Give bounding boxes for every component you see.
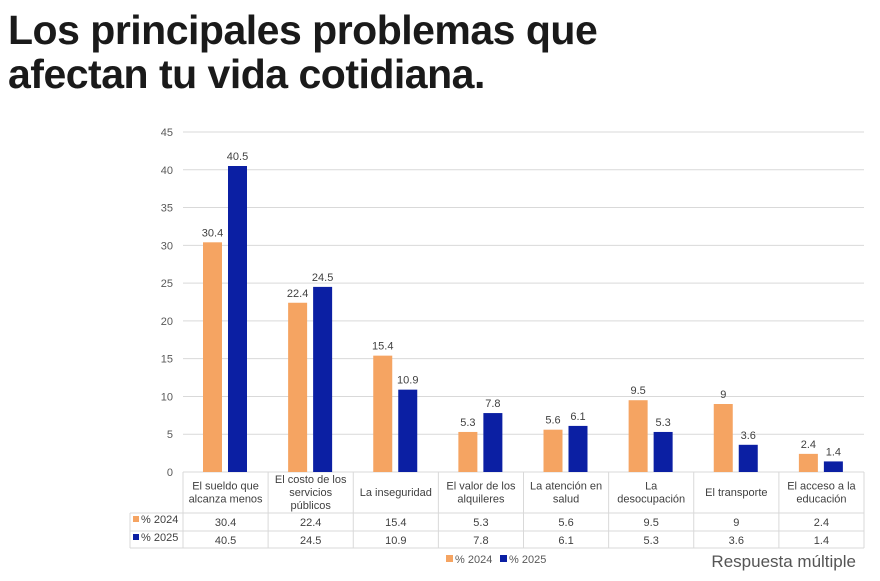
title-line-1: Los principales problemas que — [8, 7, 598, 53]
bar-2024 — [458, 431, 478, 472]
table-cell: 30.4 — [215, 517, 236, 529]
y-tick-label: 10 — [161, 391, 173, 403]
bar-2024 — [628, 400, 648, 472]
data-label: 6.1 — [570, 411, 585, 423]
table-cell: 9.5 — [644, 517, 659, 529]
table-cell: 2.4 — [814, 517, 829, 529]
table-cell: 24.5 — [300, 535, 321, 547]
bar-2024 — [713, 404, 733, 472]
table-cell: 6.1 — [558, 535, 573, 547]
data-label: 22.4 — [287, 288, 308, 300]
legend-key — [500, 555, 507, 562]
data-label: 10.9 — [397, 375, 418, 387]
data-label: 9.5 — [630, 385, 645, 397]
data-label: 9 — [720, 389, 726, 401]
bar-2025 — [823, 461, 843, 472]
table-cell: 7.8 — [473, 535, 488, 547]
table-series-label: % 2024 — [141, 514, 178, 526]
table-legend-key — [133, 516, 139, 522]
data-label: 40.5 — [227, 151, 248, 163]
y-tick-label: 25 — [161, 278, 173, 290]
bar-2025 — [313, 286, 333, 472]
note: Respuesta múltiple — [711, 552, 856, 571]
legend-label: % 2024 — [455, 554, 492, 566]
page-title: Los principales problemas que afectan tu… — [8, 7, 598, 97]
title-line-2: afectan tu vida cotidiana. — [8, 51, 485, 97]
category-label: La atención en — [530, 481, 602, 493]
table-cell: 5.3 — [644, 535, 659, 547]
bar-2025 — [653, 431, 673, 472]
table-cell: 9 — [733, 517, 739, 529]
data-label: 15.4 — [372, 341, 393, 353]
category-label: alquileres — [457, 494, 505, 506]
table-cell: 5.3 — [473, 517, 488, 529]
table-cell: 1.4 — [814, 535, 829, 547]
data-label: 2.4 — [801, 439, 816, 451]
category-label: educación — [796, 494, 846, 506]
y-tick-label: 15 — [161, 354, 173, 366]
table-cell: 5.6 — [558, 517, 573, 529]
category-label: La — [645, 481, 658, 493]
y-tick-label: 20 — [161, 316, 173, 328]
table-cell: 15.4 — [385, 517, 406, 529]
category-label: El costo de los — [275, 474, 347, 486]
table-cell: 22.4 — [300, 517, 321, 529]
bar-2025 — [568, 425, 588, 472]
category-label: salud — [553, 494, 579, 506]
y-tick-label: 5 — [167, 429, 173, 441]
category-label: La inseguridad — [360, 487, 432, 499]
data-label: 5.3 — [655, 417, 670, 429]
category-label: El acceso a la — [787, 481, 856, 493]
category-label: El valor de los — [446, 481, 516, 493]
data-label: 3.6 — [741, 430, 756, 442]
bar-2024 — [203, 242, 222, 472]
table-cell: 40.5 — [215, 535, 236, 547]
category-label: El transporte — [705, 487, 767, 499]
data-label: 1.4 — [826, 446, 841, 458]
y-tick-label: 0 — [167, 467, 173, 479]
data-label: 5.3 — [460, 417, 475, 429]
data-label: 5.6 — [545, 415, 560, 427]
category-label: desocupación — [617, 494, 685, 506]
y-tick-label: 40 — [161, 165, 173, 177]
bar-2024 — [798, 453, 818, 472]
category-label: servicios — [289, 487, 332, 499]
bar-2025 — [228, 166, 247, 472]
data-label: 7.8 — [485, 398, 500, 410]
bar-2024 — [288, 302, 308, 472]
table-series-label: % 2025 — [141, 532, 178, 544]
bar-2025 — [483, 413, 503, 472]
category-label: El sueldo que — [192, 481, 259, 493]
data-label: 24.5 — [312, 272, 333, 284]
bar-2025 — [398, 389, 418, 472]
y-tick-label: 35 — [161, 203, 173, 215]
category-label: públicos — [291, 500, 332, 512]
bar-2025 — [738, 444, 758, 472]
table-cell: 10.9 — [385, 535, 406, 547]
y-tick-label: 30 — [161, 240, 173, 252]
bar-2024 — [543, 429, 563, 472]
bar-2024 — [373, 355, 393, 472]
table-cell: 3.6 — [729, 535, 744, 547]
category-label: alcanza menos — [189, 494, 263, 506]
table-legend-key — [133, 534, 139, 540]
legend-key — [446, 555, 453, 562]
y-tick-label: 45 — [161, 127, 173, 139]
legend-label: % 2025 — [509, 554, 546, 566]
data-label: 30.4 — [202, 227, 223, 239]
